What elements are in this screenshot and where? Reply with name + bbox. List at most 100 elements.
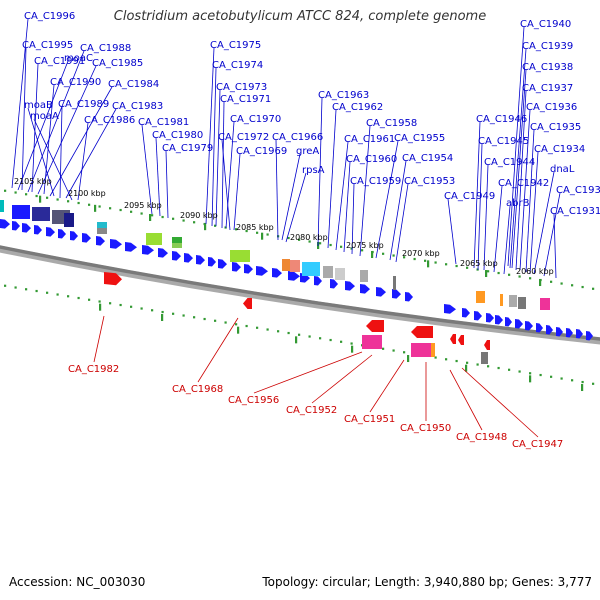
forward-gene [272,268,282,278]
forward-gene-label: CA_C1931 [550,206,600,217]
forward-label-leader [17,60,69,191]
tick-dot-lower [539,373,542,377]
forward-label-leader [233,153,241,231]
tick-dot-lower [298,333,301,336]
forward-label-leader [473,121,481,269]
forward-label-leader [553,213,557,279]
feature-box [230,250,250,262]
tick-dot-upper [193,221,196,224]
forward-gene-label: moaB [24,100,53,111]
forward-label-leader [447,198,457,265]
forward-gene-label: CA_C1934 [534,144,585,155]
feature-box [97,222,107,228]
reverse-gene-label: CA_C1948 [456,432,507,443]
forward-gene-label: greA [296,146,319,157]
forward-label-leader [529,151,539,275]
tick-dot-lower [130,305,133,308]
reverse-gene-label: CA_C1956 [228,395,279,406]
tick-dot-lower [571,379,574,382]
forward-label-leader [43,84,55,195]
tick-dot-upper [88,203,91,206]
tick-dot-lower [434,356,437,359]
forward-gene-label: CA_C1946 [476,114,527,125]
forward-gene [345,281,355,291]
reverse-label-leader [253,351,363,394]
forward-gene [546,325,553,335]
tick-dot-upper [340,245,343,248]
forward-label-leader [215,89,221,227]
tick-label: 2075 kbp [346,241,384,250]
tick-dot-upper [98,205,101,208]
tick-dot-upper [445,263,448,266]
forward-gene-label: CA_C1970 [230,114,281,125]
backbone-shadow [0,245,600,345]
tick-dot-lower [581,380,584,384]
reverse-label-leader [449,369,483,431]
feature-box [172,237,182,243]
forward-gene-label: moaC [64,53,93,64]
tick-dot-upper [130,210,133,213]
tick-dot-upper [14,191,17,194]
tick-dot-upper [214,224,217,227]
tick-dot-upper [529,277,532,280]
tick-label: 2105 kbp [14,177,52,186]
forward-label-leader [389,160,407,261]
tick-dot-lower [319,337,322,340]
forward-gene-label: CA_C1937 [522,83,573,94]
reverse-label-leader [461,367,539,438]
forward-label-leader [65,108,117,199]
tick-dot-lower [308,335,311,338]
forward-gene [314,276,322,286]
feature-box [431,343,435,357]
genome-summary-text: Topology: circular; Length: 3,940,880 bp… [262,575,592,589]
reverse-gene [366,320,384,332]
reverse-gene [484,340,490,350]
reverse-gene [104,272,122,286]
forward-gene [218,259,227,269]
tick-dot-lower [46,291,49,294]
major-tick-upper [261,232,264,240]
forward-gene-label: CA_C1962 [332,102,383,113]
tick-dot-upper [298,238,301,241]
major-tick-upper [204,223,207,231]
forward-gene [196,255,205,265]
tick-dot-lower [245,324,248,328]
tick-dot-upper [403,256,406,259]
forward-gene-label: CA_C1944 [484,157,535,168]
forward-gene-label: CA_C1940 [520,19,571,30]
feature-box [282,259,290,271]
backbone-line [0,245,600,341]
tick-dot-lower [392,349,395,352]
tick-dot-upper [487,270,490,273]
tick-dot-lower [151,309,154,312]
forward-gene-label: abrB [506,198,530,209]
forward-label-leader [335,141,349,251]
forward-gene [12,221,20,231]
feature-box [172,243,182,248]
forward-label-leader [285,172,307,243]
major-tick-lower [161,314,164,322]
forward-gene [46,227,55,237]
tick-dot-lower [98,300,101,303]
feature-box [393,276,396,290]
forward-label-leader [507,26,525,267]
forward-label-leader [21,47,27,191]
tick-dot-upper [434,261,437,264]
forward-label-leader [525,129,535,273]
tick-dot-lower [172,312,175,315]
forward-gene [96,236,105,246]
tick-dot-lower [203,317,206,321]
major-tick-upper [39,195,42,203]
tick-dot-lower [35,289,38,293]
forward-label-leader [141,124,153,215]
forward-label-leader [477,143,483,271]
tick-dot-lower [592,382,595,385]
forward-label-leader [343,161,351,253]
feature-box [518,297,526,309]
tick-dot-upper [392,254,395,257]
reverse-label-leader [311,354,373,404]
feature-box [476,291,485,303]
forward-gene-label: CA_C1960 [346,154,397,165]
forward-gene [405,292,413,302]
